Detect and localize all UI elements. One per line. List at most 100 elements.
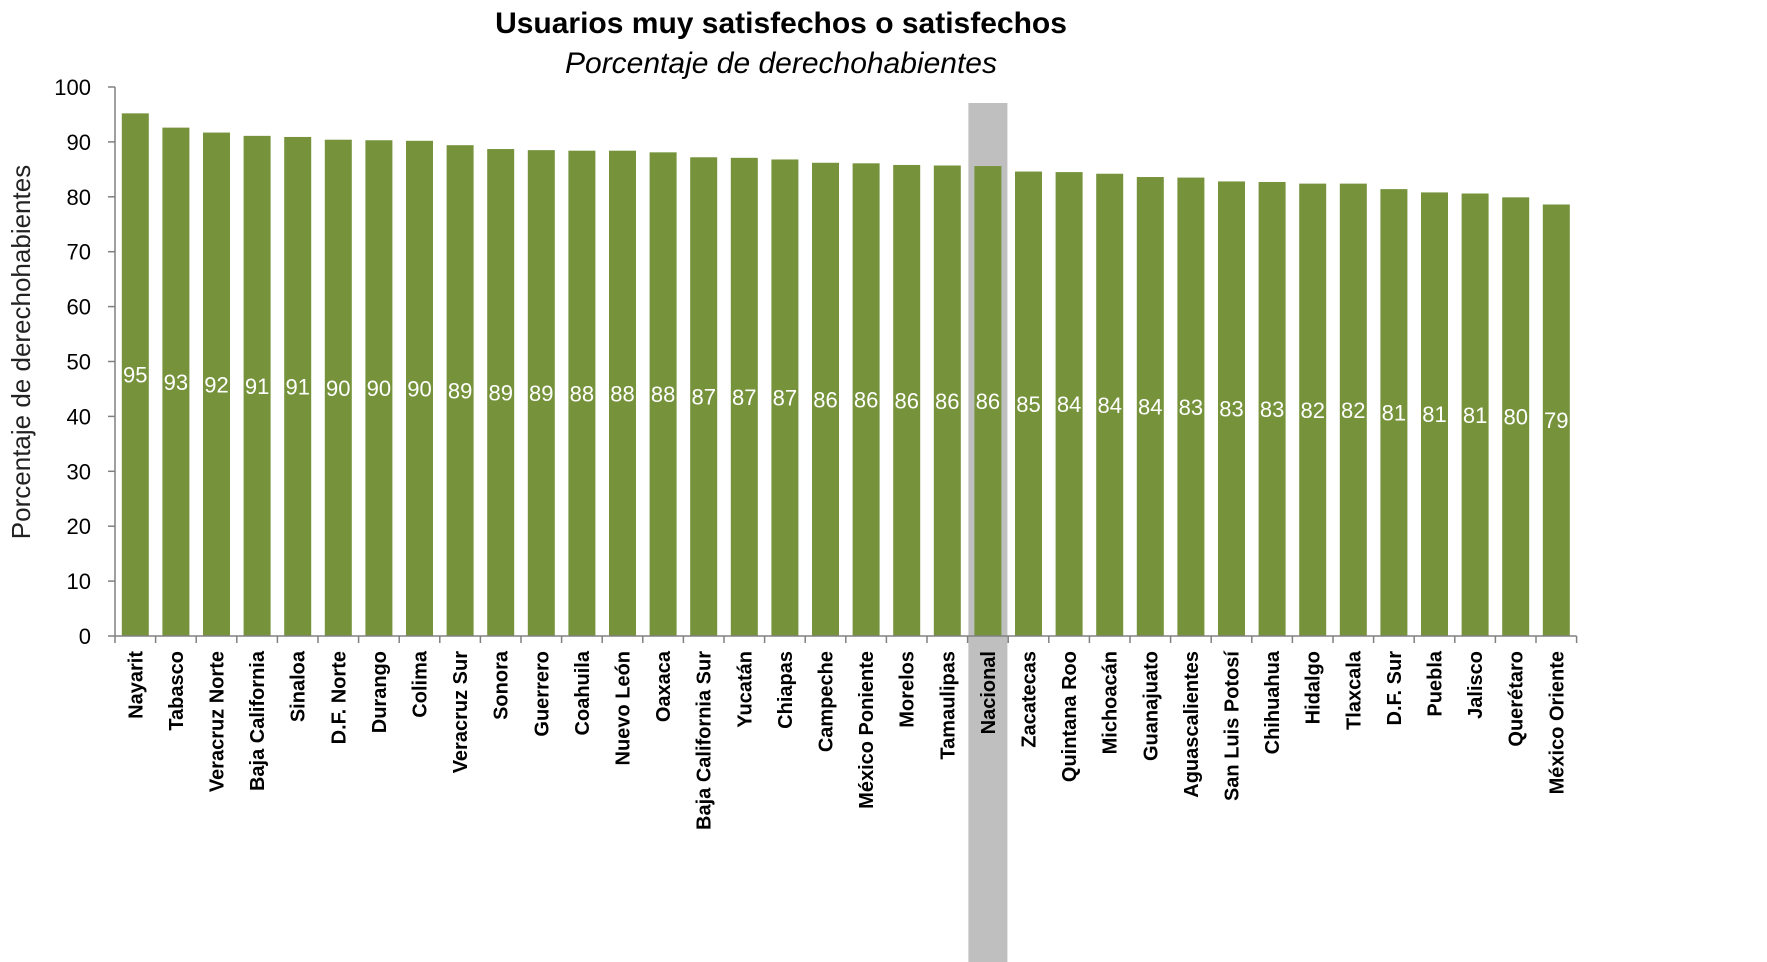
bar xyxy=(406,140,433,636)
bar xyxy=(1055,172,1083,636)
data-label: 86 xyxy=(894,388,918,413)
data-label: 89 xyxy=(488,381,512,406)
x-tick-label: Sonora xyxy=(491,650,513,720)
bar xyxy=(1421,192,1448,636)
bar xyxy=(243,135,271,636)
axes: Nayarit Tabasco Veracruz Norte Baja Califor… xyxy=(54,75,1578,830)
y-tick-label: 40 xyxy=(67,404,91,429)
y-tick-label: 100 xyxy=(54,75,91,100)
x-tick-label: Yucatán xyxy=(734,651,756,728)
bar xyxy=(1339,183,1367,636)
x-tick-label: Sinaloa xyxy=(288,650,310,722)
x-tick-label: Puebla xyxy=(1425,650,1447,716)
data-label: 81 xyxy=(1382,401,1406,426)
data-label: 80 xyxy=(1503,405,1527,430)
data-label: 90 xyxy=(407,376,431,401)
chart-subtitle: Porcentaje de derechohabientes xyxy=(565,47,997,80)
x-tick-label: Baja California Sur xyxy=(694,651,716,830)
x-tick-label: D.F. Norte xyxy=(328,651,350,744)
data-label: 81 xyxy=(1463,403,1487,428)
data-label: 83 xyxy=(1179,395,1203,420)
data-label: 86 xyxy=(976,389,1000,414)
bar xyxy=(649,152,677,636)
bar xyxy=(771,159,799,636)
data-label: 93 xyxy=(164,370,188,395)
data-label: 89 xyxy=(529,381,553,406)
bar xyxy=(324,139,352,637)
data-label: 95 xyxy=(123,363,147,388)
y-tick-label: 70 xyxy=(67,240,91,265)
bar xyxy=(1177,177,1205,636)
data-label: 84 xyxy=(1097,393,1121,418)
data-label: 86 xyxy=(854,388,878,413)
data-label: 92 xyxy=(204,372,228,397)
x-tick-label: Tlaxcala xyxy=(1343,650,1365,730)
data-label: 84 xyxy=(1138,395,1162,420)
x-tick-label: Quintana Roo xyxy=(1059,651,1081,782)
data-label: 87 xyxy=(691,385,715,410)
x-tick-label: Colima xyxy=(410,650,432,718)
y-tick-label: 20 xyxy=(67,514,91,539)
data-label: 84 xyxy=(1057,392,1081,417)
y-tick-label: 10 xyxy=(67,569,91,594)
y-tick-label: 80 xyxy=(67,185,91,210)
x-tick-label: Guanajuato xyxy=(1140,651,1162,761)
y-tick-label: 0 xyxy=(79,624,91,649)
x-tick-label: Hidalgo xyxy=(1303,651,1325,724)
bar xyxy=(162,127,190,636)
bar xyxy=(730,157,758,637)
x-tick-label: Chihuahua xyxy=(1262,650,1284,754)
bar xyxy=(1502,197,1530,636)
x-tick-label: Campeche xyxy=(816,651,838,752)
x-tick-label: San Luis Potosí xyxy=(1222,650,1244,801)
bar xyxy=(933,165,961,636)
data-label: 81 xyxy=(1422,402,1446,427)
y-tick-label: 30 xyxy=(67,459,91,484)
bar xyxy=(203,132,230,636)
data-label: 86 xyxy=(935,389,959,414)
bar xyxy=(527,150,555,636)
data-label: 79 xyxy=(1544,408,1568,433)
x-tick-label: Nayarit xyxy=(125,651,147,719)
data-label: 83 xyxy=(1260,397,1284,422)
bars xyxy=(121,113,1570,637)
data-label: 91 xyxy=(285,374,309,399)
x-tick-label: Veracruz Sur xyxy=(450,651,472,774)
chart-title: Usuarios muy satisfechos o satisfechos xyxy=(495,7,1067,40)
x-tick-label: Guerrero xyxy=(531,651,553,737)
data-label: 88 xyxy=(570,381,594,406)
x-tick-label: Coahuila xyxy=(572,650,594,735)
bar xyxy=(812,162,839,636)
x-tick-label: Nuevo León xyxy=(613,651,635,765)
x-tick-label: Aguascalientes xyxy=(1181,651,1203,798)
bar xyxy=(1461,193,1489,637)
x-tick-label: Morelos xyxy=(897,651,919,728)
x-tick-label: Baja California xyxy=(247,650,269,791)
data-label: 86 xyxy=(813,387,837,412)
x-tick-label: Veracruz Norte xyxy=(207,651,229,792)
bar xyxy=(609,150,636,636)
x-tick-label: Chiapas xyxy=(775,651,797,729)
data-labels: 95 93 92 91 91 90 90 90 89 89 89 88 88 88 87 87 87 86 86 86… xyxy=(123,363,1568,434)
bar xyxy=(1096,173,1124,636)
bar xyxy=(690,157,718,636)
y-tick-label: 90 xyxy=(67,130,91,155)
data-label: 91 xyxy=(245,374,269,399)
bar xyxy=(1299,183,1327,636)
data-label: 88 xyxy=(651,382,675,407)
y-axis-label: Porcentaje de derechohabientes xyxy=(6,165,36,539)
x-tick-label: México Oriente xyxy=(1546,651,1568,794)
x-tick-label: D.F. Sur xyxy=(1384,651,1406,726)
x-tick-label: Durango xyxy=(369,651,391,733)
bar xyxy=(487,149,515,637)
bar xyxy=(365,140,393,637)
bar xyxy=(1542,204,1570,636)
bar xyxy=(1258,181,1286,637)
bar xyxy=(121,113,149,637)
y-tick-label: 50 xyxy=(67,350,91,375)
x-tick-label: Jalisco xyxy=(1465,651,1487,719)
data-label: 90 xyxy=(367,376,391,401)
bar xyxy=(852,163,880,636)
data-label: 89 xyxy=(448,379,472,404)
bar xyxy=(1380,189,1408,636)
